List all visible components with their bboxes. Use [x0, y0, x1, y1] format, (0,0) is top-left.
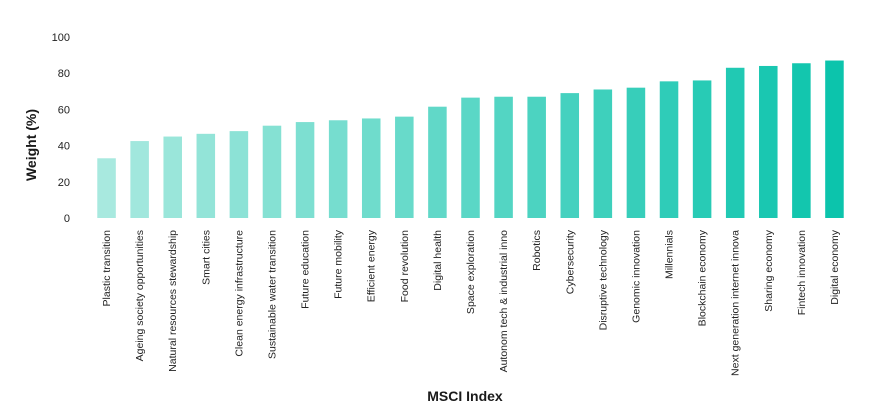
bar: [130, 141, 149, 218]
x-tick-label: Future education: [300, 230, 312, 309]
y-axis-ticks: 0 20 40 60 80 100: [52, 32, 70, 225]
x-tick-label: Plastic transition: [101, 230, 113, 307]
x-tick-label: Future mobility: [333, 229, 345, 299]
bar: [262, 125, 282, 218]
bar: [97, 158, 116, 218]
bar: [626, 87, 646, 219]
x-tick-label: Robotics: [531, 230, 543, 271]
bar: [295, 122, 315, 218]
bar: [825, 60, 844, 218]
x-tick-label: Fintech innovation: [796, 230, 808, 315]
x-tick-label: Sustainable water transition: [266, 230, 278, 359]
x-tick-label: Natural resources stewardship: [167, 230, 179, 372]
bar: [593, 89, 613, 219]
x-axis-title: MSCI Index: [427, 388, 503, 404]
y-axis-title: Weight (%): [23, 109, 39, 181]
bar: [759, 65, 778, 219]
x-tick-label: Autonom tech & industrial inno: [498, 230, 510, 373]
bars: [97, 60, 844, 219]
y-tick-label: 60: [58, 104, 70, 116]
bar: [692, 80, 712, 218]
bar: [560, 93, 580, 218]
x-tick-label: Disruptive technology: [597, 229, 609, 330]
bar: [461, 97, 480, 218]
x-tick-label: Food revolution: [399, 230, 411, 303]
x-axis-labels: Plastic transition Ageing society opportu…: [101, 229, 841, 376]
bar: [494, 96, 513, 218]
y-tick-label: 0: [64, 213, 70, 225]
y-tick-label: 80: [58, 68, 70, 80]
x-tick-label: Millennials: [664, 230, 676, 279]
x-tick-label: Ageing society opportunities: [134, 230, 146, 361]
bar: [792, 63, 811, 218]
y-tick-label: 20: [58, 177, 70, 189]
x-tick-label: Blockchain economy: [697, 229, 709, 326]
bar: [659, 81, 679, 218]
x-tick-label: Sharing economy: [763, 229, 775, 311]
x-tick-label: Next generation internet innova: [730, 230, 742, 376]
bar: [196, 133, 216, 218]
x-tick-label: Genomic innovation: [630, 230, 642, 323]
bar: [163, 136, 182, 218]
x-tick-label: Efficient energy: [366, 229, 378, 302]
bar: [725, 67, 745, 219]
x-tick-label: Digital health: [432, 230, 444, 291]
y-tick-label: 40: [58, 141, 70, 153]
x-tick-label: Cybersecurity: [564, 229, 576, 294]
bar: [229, 131, 249, 218]
x-tick-label: Space exploration: [465, 230, 477, 314]
x-tick-label: Smart cities: [200, 230, 212, 285]
bar: [328, 120, 348, 218]
bar: [527, 96, 546, 218]
bar: [361, 118, 381, 218]
bar: [428, 106, 447, 218]
bar: [395, 116, 414, 218]
x-tick-label: Digital economy: [829, 229, 841, 304]
y-tick-label: 100: [52, 32, 70, 44]
x-tick-label: Clean energy infrastructure: [233, 230, 245, 357]
